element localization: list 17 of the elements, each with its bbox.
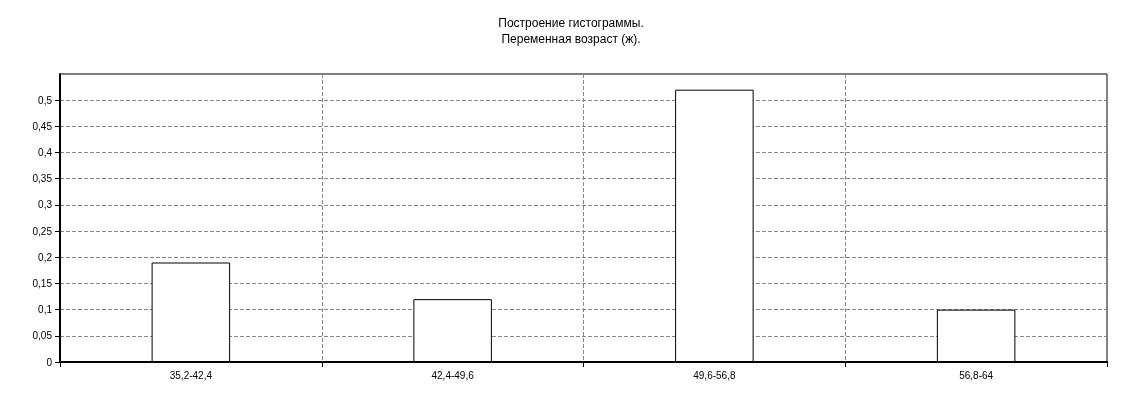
y-tick-label: 0,05	[32, 330, 53, 342]
x-tick-label: 35,2-42,4	[169, 369, 213, 381]
y-tick-label: 0,45	[32, 120, 53, 132]
x-tick-label: 42,4-49,6	[431, 369, 475, 381]
y-tick-label: 0,1	[38, 304, 53, 316]
y-tick-label: 0,2	[38, 251, 53, 263]
y-tick-label: 0,4	[38, 147, 53, 159]
y-tick-label: 0,35	[32, 173, 53, 185]
y-tick-label: 0,15	[32, 277, 53, 289]
y-tick-label: 0	[46, 356, 53, 368]
x-tick-label: 56,8-64	[959, 369, 994, 381]
chart-title: Построение гистограммы.	[498, 16, 644, 30]
y-tick-label: 0,25	[32, 225, 53, 237]
chart-subtitle: Переменная возраст (ж).	[501, 32, 641, 46]
x-tick-label: 49,6-56,8	[693, 369, 736, 381]
y-tick-label: 0,3	[38, 199, 53, 211]
y-tick-label: 0,5	[38, 94, 53, 106]
